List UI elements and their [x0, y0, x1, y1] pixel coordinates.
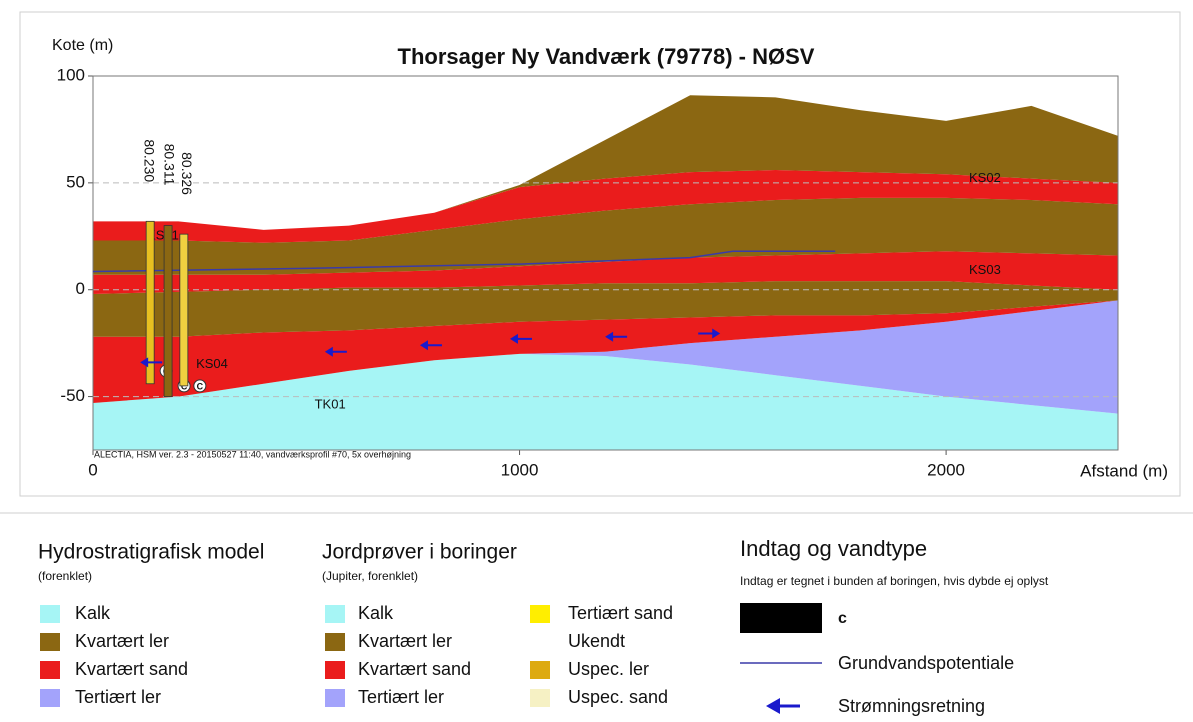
x-tick-label: 1000	[501, 460, 539, 479]
legend-swatch	[325, 689, 345, 707]
credit: ALECTIA, HSM ver. 2.3 - 20150527 11:40, …	[94, 449, 411, 459]
legend-swatch	[530, 689, 550, 707]
legend-label: Uspec. ler	[568, 659, 649, 679]
page: Thorsager Ny Vandværk (79778) - NØSV Kot…	[0, 0, 1193, 722]
legend-label: Tertiært ler	[358, 687, 444, 707]
layer-label: TK01	[315, 397, 346, 412]
legend-label: Tertiært ler	[75, 687, 161, 707]
y-tick-label: 0	[76, 279, 85, 298]
y-tick-label: 100	[57, 65, 85, 84]
well-id: 80.311	[161, 144, 177, 186]
intake-label: C	[197, 381, 204, 391]
legend-swatch	[325, 661, 345, 679]
x-tick-label: 2000	[927, 460, 965, 479]
legend-label: Uspec. sand	[568, 687, 668, 707]
legend-label: c	[838, 610, 847, 627]
legend-label: Strømningsretning	[838, 696, 985, 716]
y-tick-label: 50	[66, 172, 85, 191]
legend-title: Jordprøver i boringer	[322, 541, 517, 564]
well	[164, 226, 172, 397]
well-id: 80.326	[179, 152, 195, 195]
legend-swatch	[530, 661, 550, 679]
layer-label: KS04	[196, 356, 228, 371]
legend-title: Hydrostratigrafisk model	[38, 541, 264, 564]
legend-title: Indtag og vandtype	[740, 536, 927, 561]
chart-title: Thorsager Ny Vandværk (79778) - NØSV	[398, 44, 815, 69]
legend-swatch	[530, 605, 550, 623]
legend-label: Kvartært ler	[75, 631, 169, 651]
legend-swatch	[325, 633, 345, 651]
legend-label: Kalk	[358, 603, 394, 623]
legend-swatch	[40, 689, 60, 707]
y-axis-label: Kote (m)	[52, 37, 113, 54]
x-axis-label: Afstand (m)	[1080, 461, 1168, 480]
legend-subtitle: (forenklet)	[38, 569, 92, 583]
legend-subtitle: (Jupiter, forenklet)	[322, 569, 418, 583]
x-tick-label: 0	[88, 460, 97, 479]
legend-swatch	[740, 603, 822, 633]
legend-swatch	[40, 605, 60, 623]
layer-label: KS02	[969, 170, 1001, 185]
legend-swatch	[40, 661, 60, 679]
legend-label: Grundvandspotentiale	[838, 653, 1014, 673]
legend-swatch	[325, 605, 345, 623]
legend-swatch	[40, 633, 60, 651]
legend-label: Kvartært sand	[358, 659, 471, 679]
legend-label: Kvartært sand	[75, 659, 188, 679]
well-id: 80.230	[141, 139, 157, 182]
chart: Thorsager Ny Vandværk (79778) - NØSV Kot…	[0, 0, 1193, 722]
well	[180, 234, 188, 386]
legend-subtitle: Indtag er tegnet i bunden af boringen, h…	[740, 574, 1049, 588]
legend-label: Kvartært ler	[358, 631, 452, 651]
y-tick-label: -50	[60, 386, 85, 405]
layer-label: KS03	[969, 262, 1001, 277]
legend-label: Kalk	[75, 603, 111, 623]
legend-label: Ukendt	[568, 631, 625, 651]
legend-arrow-head	[766, 698, 780, 714]
legend-label: Tertiært sand	[568, 603, 673, 623]
